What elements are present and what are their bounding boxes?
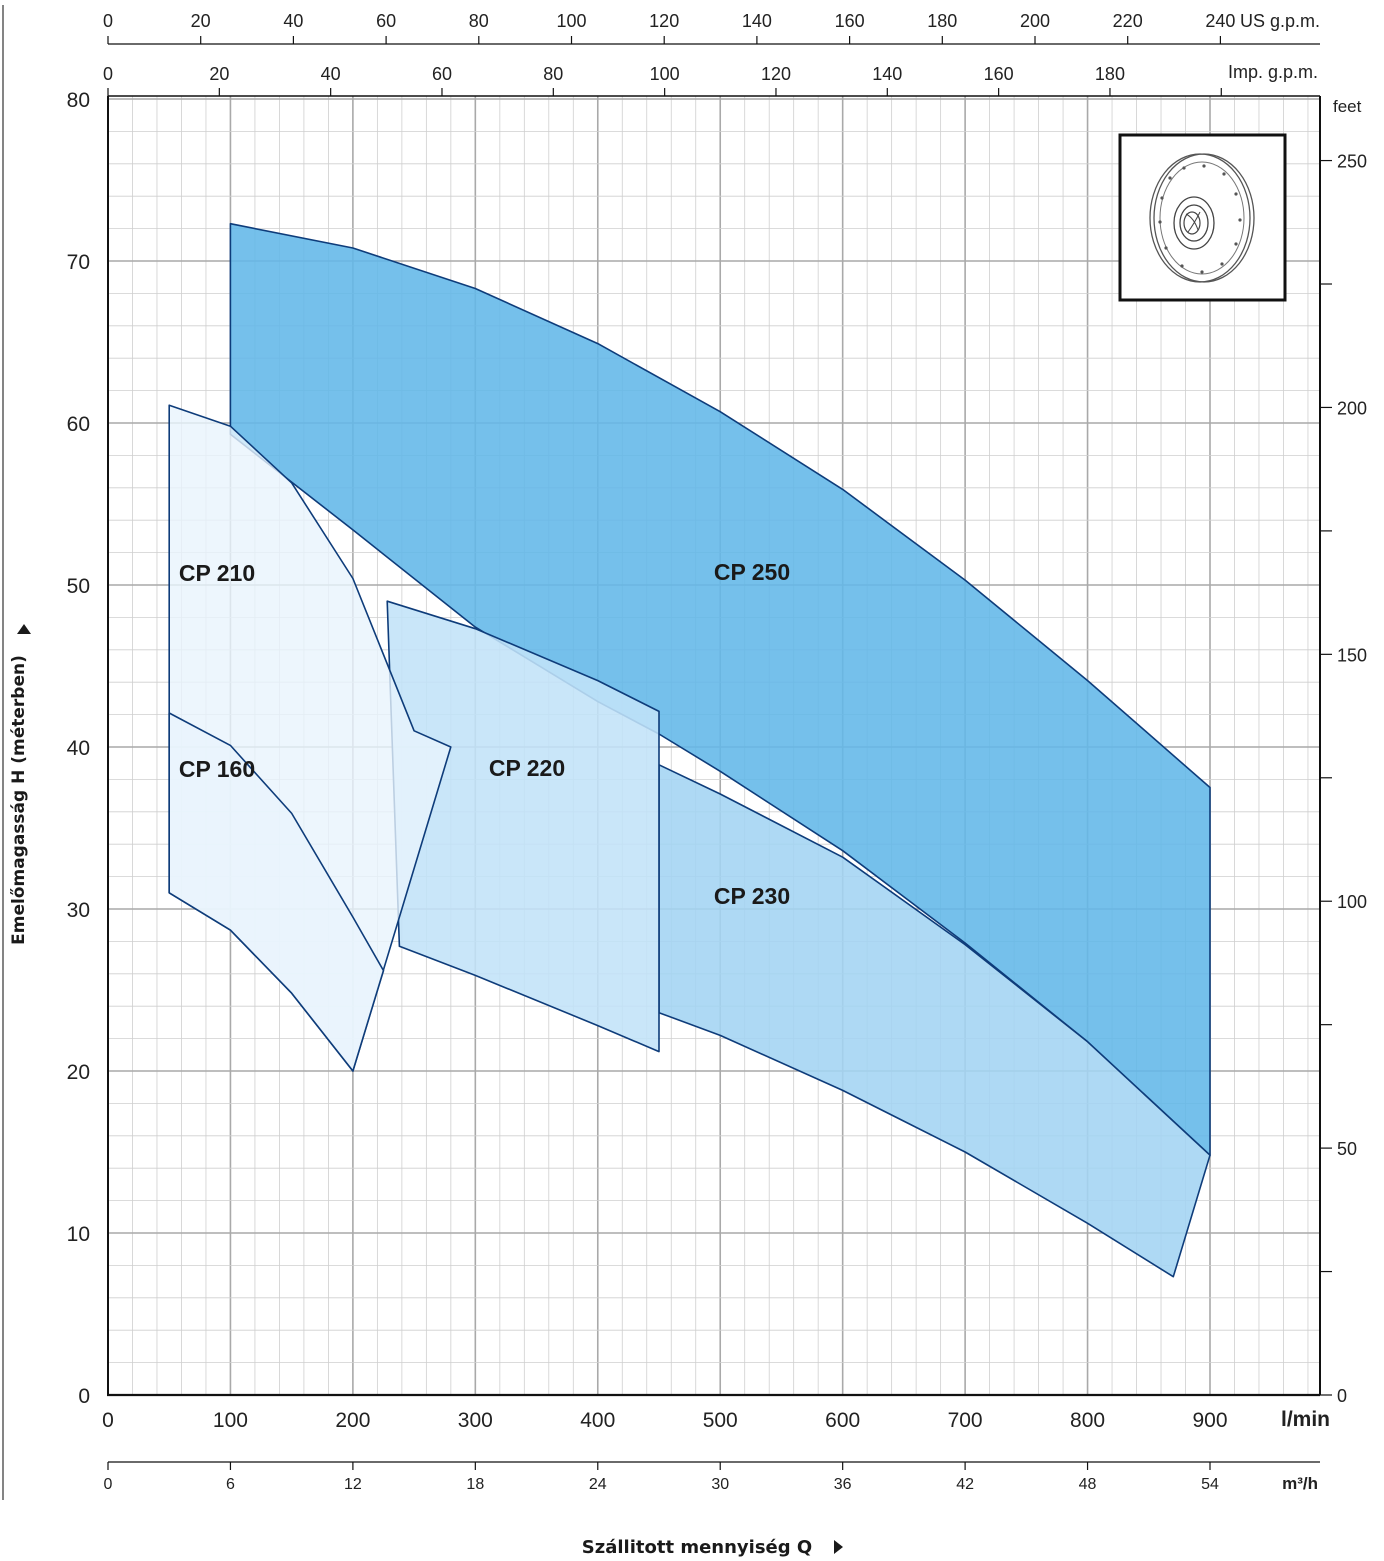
- feet-tick-label: 0: [1337, 1386, 1347, 1406]
- us-gpm-tick-label: 140: [742, 11, 772, 31]
- region-label-cp-250: CP 250: [714, 559, 790, 585]
- imp-gpm-tick-label: 140: [872, 64, 902, 84]
- imp-gpm-unit-label: Imp. g.p.m.: [1228, 62, 1318, 82]
- y-tick-label: 40: [67, 737, 90, 760]
- imp-gpm-tick-label: 180: [1095, 64, 1125, 84]
- m3h-tick-label: 0: [104, 1476, 113, 1493]
- m3h-tick-label: 12: [344, 1476, 362, 1493]
- x-axis-arrow-icon: [834, 1540, 843, 1554]
- imp-gpm-tick-label: 0: [103, 64, 113, 84]
- imp-gpm-tick-label: 120: [761, 64, 791, 84]
- imp-gpm-tick-label: 160: [984, 64, 1014, 84]
- m3h-unit-label: m³/h: [1282, 1474, 1318, 1493]
- x-tick-label: 800: [1070, 1409, 1105, 1432]
- performance-regions: [168, 222, 1211, 1278]
- us-gpm-tick-label: 20: [191, 11, 211, 31]
- x-tick-label: 400: [580, 1409, 615, 1432]
- y-tick-label: 60: [67, 413, 90, 436]
- imp-gpm-tick-label: 80: [543, 64, 563, 84]
- feet-tick-label: 200: [1337, 398, 1367, 418]
- axes: [107, 36, 1332, 1470]
- x-tick-label: 900: [1192, 1409, 1227, 1432]
- region-label-cp-230: CP 230: [714, 883, 790, 909]
- region-label-cp-160: CP 160: [179, 756, 255, 782]
- region-labels: CP 250 CP 230 CP 220 CP 210 CP 160: [179, 559, 790, 909]
- x-axis-title: Szállitott mennyiség Q: [582, 1537, 812, 1558]
- us-gpm-tick-label: 0: [103, 11, 113, 31]
- imp-gpm-tick-label: 20: [209, 64, 229, 84]
- region-label-cp-220: CP 220: [489, 755, 565, 781]
- m3h-tick-label: 36: [834, 1476, 852, 1493]
- m3h-tick-label: 42: [956, 1476, 974, 1493]
- impeller-illustration: [1118, 133, 1287, 302]
- imp-gpm-tick-label: 100: [650, 64, 680, 84]
- feet-tick-label: 150: [1337, 645, 1367, 665]
- us-gpm-tick-label: 180: [927, 11, 957, 31]
- feet-unit-label: feet: [1333, 97, 1362, 116]
- feet-tick-label: 250: [1337, 152, 1367, 172]
- us-gpm-tick-label: 200: [1020, 11, 1050, 31]
- region-cp-230: [658, 764, 1211, 1278]
- us-gpm-tick-label: 80: [469, 11, 489, 31]
- x-tick-label: 700: [948, 1409, 983, 1432]
- region-cp-160: [168, 712, 385, 1072]
- us-gpm-tick-label: 40: [283, 11, 303, 31]
- us-gpm-unit-label: US g.p.m.: [1240, 11, 1320, 31]
- us-gpm-tick-label: 100: [556, 11, 586, 31]
- feet-tick-label: 50: [1337, 1139, 1357, 1159]
- y-tick-label: 10: [67, 1223, 90, 1246]
- y-axis-arrow-icon: [17, 624, 31, 634]
- x-tick-label: 300: [458, 1409, 493, 1432]
- imp-gpm-tick-label: 60: [432, 64, 452, 84]
- us-gpm-tick-label: 160: [835, 11, 865, 31]
- y-tick-label: 30: [67, 899, 90, 922]
- y-tick-label: 70: [67, 251, 90, 274]
- us-gpm-tick-label: 60: [376, 11, 396, 31]
- y-axis-title: Emelőmagasság H (méterben): [9, 655, 29, 945]
- x-tick-label: 500: [703, 1409, 738, 1432]
- y-tick-label: 20: [67, 1061, 90, 1084]
- y-tick-label: 80: [67, 89, 90, 112]
- x-tick-label: 0: [102, 1409, 114, 1432]
- m3h-tick-label: 48: [1079, 1476, 1097, 1493]
- m3h-tick-label: 54: [1201, 1476, 1219, 1493]
- feet-tick-label: 100: [1337, 892, 1367, 912]
- m3h-tick-label: 18: [466, 1476, 484, 1493]
- imp-gpm-tick-label: 40: [321, 64, 341, 84]
- x-tick-label: 200: [335, 1409, 370, 1432]
- m3h-tick-label: 6: [226, 1476, 235, 1493]
- us-gpm-tick-label: 220: [1113, 11, 1143, 31]
- m3h-tick-label: 24: [589, 1476, 607, 1493]
- region-label-cp-210: CP 210: [179, 560, 255, 586]
- region-cp-220: [386, 600, 660, 1053]
- x-unit-label: l/min: [1281, 1408, 1330, 1431]
- y-tick-label: 0: [78, 1385, 90, 1408]
- us-gpm-tick-label: 120: [649, 11, 679, 31]
- y-tick-label: 50: [67, 575, 90, 598]
- m3h-tick-label: 30: [711, 1476, 729, 1493]
- x-tick-label: 600: [825, 1409, 860, 1432]
- us-gpm-tick-label: 240: [1205, 11, 1235, 31]
- x-tick-label: 100: [213, 1409, 248, 1432]
